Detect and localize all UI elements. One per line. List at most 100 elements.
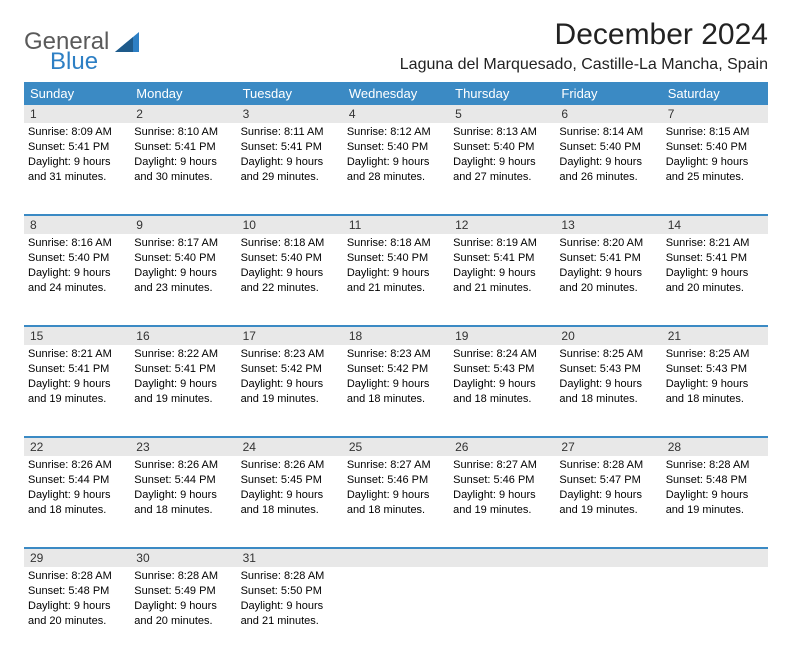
day-header-sunday: Sunday xyxy=(24,82,130,105)
title-block: December 2024 Laguna del Marquesado, Cas… xyxy=(400,18,768,74)
day-number: 27 xyxy=(555,437,661,456)
daylight-line: Daylight: 9 hours and 18 minutes. xyxy=(453,377,551,407)
sunrise-line: Sunrise: 8:18 AM xyxy=(241,236,339,251)
day-number: 21 xyxy=(662,326,768,345)
day-cell: Sunrise: 8:19 AMSunset: 5:41 PMDaylight:… xyxy=(449,234,555,326)
day-cell: Sunrise: 8:25 AMSunset: 5:43 PMDaylight:… xyxy=(662,345,768,437)
daylight-line: Daylight: 9 hours and 20 minutes. xyxy=(134,599,232,629)
day-number: 29 xyxy=(24,548,130,567)
day-number xyxy=(662,548,768,567)
sunset-line: Sunset: 5:47 PM xyxy=(559,473,657,488)
day-cell: Sunrise: 8:17 AMSunset: 5:40 PMDaylight:… xyxy=(130,234,236,326)
week-content-row: Sunrise: 8:16 AMSunset: 5:40 PMDaylight:… xyxy=(24,234,768,326)
day-cell xyxy=(555,567,661,659)
sunset-line: Sunset: 5:41 PM xyxy=(28,140,126,155)
month-title: December 2024 xyxy=(400,18,768,52)
day-header-wednesday: Wednesday xyxy=(343,82,449,105)
week-content-row: Sunrise: 8:28 AMSunset: 5:48 PMDaylight:… xyxy=(24,567,768,659)
day-cell: Sunrise: 8:26 AMSunset: 5:44 PMDaylight:… xyxy=(130,456,236,548)
day-number: 14 xyxy=(662,215,768,234)
day-header-monday: Monday xyxy=(130,82,236,105)
day-number xyxy=(343,548,449,567)
day-number: 11 xyxy=(343,215,449,234)
logo-text-blue: Blue xyxy=(50,48,98,76)
day-cell: Sunrise: 8:28 AMSunset: 5:50 PMDaylight:… xyxy=(237,567,343,659)
sunrise-line: Sunrise: 8:13 AM xyxy=(453,125,551,140)
sunset-line: Sunset: 5:41 PM xyxy=(28,362,126,377)
header: General Blue December 2024 Laguna del Ma… xyxy=(24,18,768,74)
day-cell: Sunrise: 8:13 AMSunset: 5:40 PMDaylight:… xyxy=(449,123,555,215)
daylight-line: Daylight: 9 hours and 20 minutes. xyxy=(666,266,764,296)
daylight-line: Daylight: 9 hours and 19 minutes. xyxy=(559,488,657,518)
day-number: 19 xyxy=(449,326,555,345)
sunrise-line: Sunrise: 8:15 AM xyxy=(666,125,764,140)
daylight-line: Daylight: 9 hours and 18 minutes. xyxy=(347,377,445,407)
day-number: 24 xyxy=(237,437,343,456)
sunset-line: Sunset: 5:40 PM xyxy=(347,251,445,266)
day-cell: Sunrise: 8:28 AMSunset: 5:49 PMDaylight:… xyxy=(130,567,236,659)
calendar-table: SundayMondayTuesdayWednesdayThursdayFrid… xyxy=(24,82,768,659)
day-number: 1 xyxy=(24,105,130,123)
day-cell: Sunrise: 8:28 AMSunset: 5:48 PMDaylight:… xyxy=(662,456,768,548)
sunset-line: Sunset: 5:40 PM xyxy=(28,251,126,266)
day-number: 18 xyxy=(343,326,449,345)
sunrise-line: Sunrise: 8:27 AM xyxy=(347,458,445,473)
sunset-line: Sunset: 5:44 PM xyxy=(134,473,232,488)
day-number: 2 xyxy=(130,105,236,123)
day-number: 12 xyxy=(449,215,555,234)
sunrise-line: Sunrise: 8:25 AM xyxy=(559,347,657,362)
day-number: 13 xyxy=(555,215,661,234)
day-header-saturday: Saturday xyxy=(662,82,768,105)
daylight-line: Daylight: 9 hours and 19 minutes. xyxy=(241,377,339,407)
calendar-body: 1234567Sunrise: 8:09 AMSunset: 5:41 PMDa… xyxy=(24,105,768,659)
day-number: 8 xyxy=(24,215,130,234)
day-cell xyxy=(343,567,449,659)
sunset-line: Sunset: 5:43 PM xyxy=(666,362,764,377)
day-cell xyxy=(662,567,768,659)
daylight-line: Daylight: 9 hours and 21 minutes. xyxy=(241,599,339,629)
day-cell: Sunrise: 8:11 AMSunset: 5:41 PMDaylight:… xyxy=(237,123,343,215)
sunrise-line: Sunrise: 8:23 AM xyxy=(241,347,339,362)
day-number: 31 xyxy=(237,548,343,567)
day-number: 4 xyxy=(343,105,449,123)
daylight-line: Daylight: 9 hours and 18 minutes. xyxy=(347,488,445,518)
sunrise-line: Sunrise: 8:20 AM xyxy=(559,236,657,251)
sunset-line: Sunset: 5:48 PM xyxy=(28,584,126,599)
day-cell: Sunrise: 8:28 AMSunset: 5:47 PMDaylight:… xyxy=(555,456,661,548)
week-content-row: Sunrise: 8:26 AMSunset: 5:44 PMDaylight:… xyxy=(24,456,768,548)
sunrise-line: Sunrise: 8:16 AM xyxy=(28,236,126,251)
daylight-line: Daylight: 9 hours and 18 minutes. xyxy=(134,488,232,518)
daylight-line: Daylight: 9 hours and 19 minutes. xyxy=(453,488,551,518)
sunset-line: Sunset: 5:46 PM xyxy=(453,473,551,488)
sunrise-line: Sunrise: 8:19 AM xyxy=(453,236,551,251)
sunrise-line: Sunrise: 8:11 AM xyxy=(241,125,339,140)
day-cell: Sunrise: 8:10 AMSunset: 5:41 PMDaylight:… xyxy=(130,123,236,215)
sunrise-line: Sunrise: 8:28 AM xyxy=(28,569,126,584)
day-number: 10 xyxy=(237,215,343,234)
daylight-line: Daylight: 9 hours and 21 minutes. xyxy=(347,266,445,296)
logo-triangle-icon xyxy=(115,32,139,52)
daylight-line: Daylight: 9 hours and 30 minutes. xyxy=(134,155,232,185)
day-cell: Sunrise: 8:23 AMSunset: 5:42 PMDaylight:… xyxy=(343,345,449,437)
day-cell: Sunrise: 8:09 AMSunset: 5:41 PMDaylight:… xyxy=(24,123,130,215)
day-cell: Sunrise: 8:27 AMSunset: 5:46 PMDaylight:… xyxy=(343,456,449,548)
daylight-line: Daylight: 9 hours and 29 minutes. xyxy=(241,155,339,185)
location: Laguna del Marquesado, Castille-La Manch… xyxy=(400,56,768,74)
sunset-line: Sunset: 5:43 PM xyxy=(453,362,551,377)
sunset-line: Sunset: 5:42 PM xyxy=(241,362,339,377)
day-number: 28 xyxy=(662,437,768,456)
sunrise-line: Sunrise: 8:28 AM xyxy=(241,569,339,584)
week-content-row: Sunrise: 8:09 AMSunset: 5:41 PMDaylight:… xyxy=(24,123,768,215)
sunrise-line: Sunrise: 8:28 AM xyxy=(134,569,232,584)
day-header-friday: Friday xyxy=(555,82,661,105)
sunset-line: Sunset: 5:43 PM xyxy=(559,362,657,377)
sunrise-line: Sunrise: 8:23 AM xyxy=(347,347,445,362)
day-number xyxy=(449,548,555,567)
daylight-line: Daylight: 9 hours and 24 minutes. xyxy=(28,266,126,296)
day-header-row: SundayMondayTuesdayWednesdayThursdayFrid… xyxy=(24,82,768,105)
day-cell: Sunrise: 8:25 AMSunset: 5:43 PMDaylight:… xyxy=(555,345,661,437)
day-cell: Sunrise: 8:23 AMSunset: 5:42 PMDaylight:… xyxy=(237,345,343,437)
sunrise-line: Sunrise: 8:17 AM xyxy=(134,236,232,251)
daylight-line: Daylight: 9 hours and 18 minutes. xyxy=(559,377,657,407)
sunset-line: Sunset: 5:44 PM xyxy=(28,473,126,488)
